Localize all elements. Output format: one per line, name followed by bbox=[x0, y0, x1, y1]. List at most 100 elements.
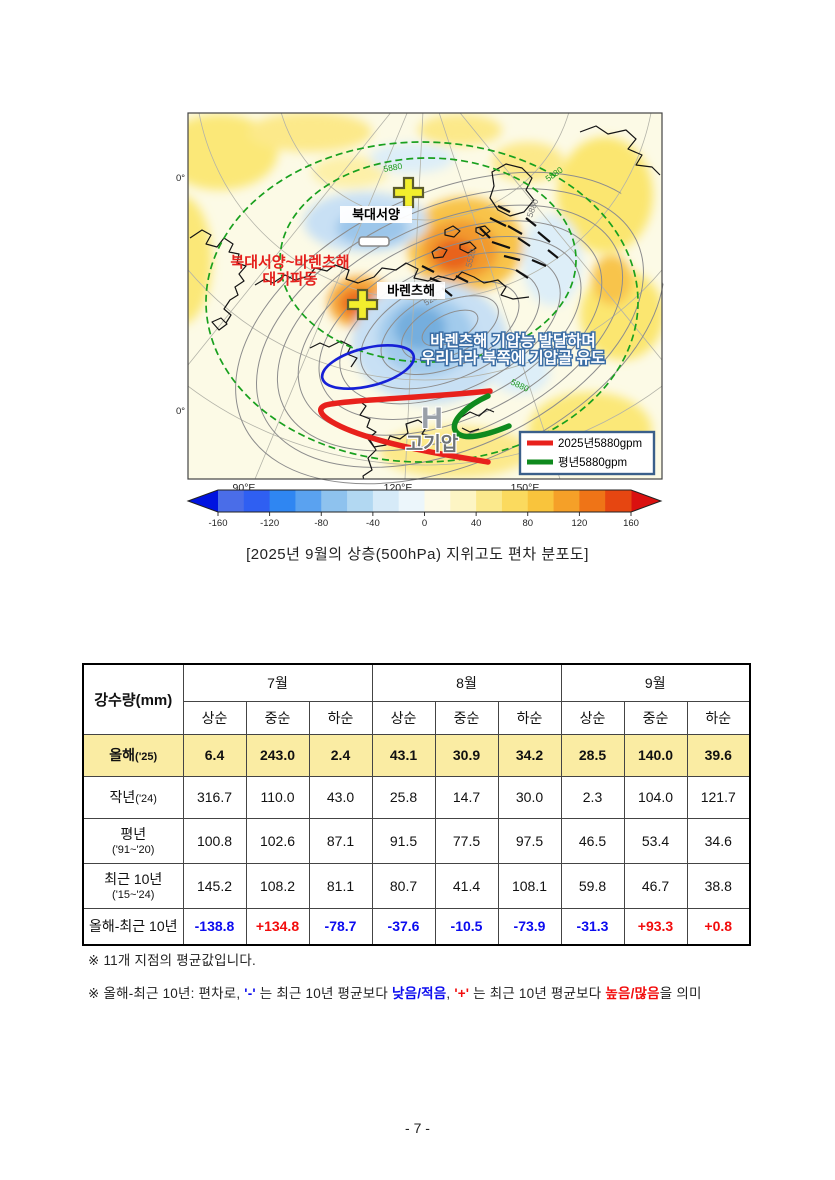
svg-text:북대서양~바렌츠해: 북대서양~바렌츠해 bbox=[230, 253, 349, 271]
footnote-line: ※ 11개 지점의 평균값입니다. bbox=[88, 949, 788, 969]
svg-text:0°: 0° bbox=[176, 406, 185, 417]
table-cell: 87.1 bbox=[308, 817, 373, 864]
table-cell: 243.0 bbox=[245, 733, 310, 777]
footnotes: ※ 11개 지점의 평균값입니다. ※ 올해-최근 10년: 편차로, '-' 는… bbox=[88, 949, 788, 1015]
period-header: 상순 bbox=[182, 700, 247, 735]
map-border bbox=[187, 112, 663, 480]
colorbar-segment bbox=[527, 490, 555, 512]
period-header: 하순 bbox=[308, 700, 373, 735]
table-cell: 34.2 bbox=[497, 733, 562, 777]
table-cell: 108.1 bbox=[497, 862, 562, 909]
table-cell: 46.7 bbox=[623, 862, 688, 909]
table-cell: 80.7 bbox=[371, 862, 436, 909]
table-cell: 104.0 bbox=[623, 775, 688, 819]
svg-text:대기파동: 대기파동 bbox=[262, 271, 317, 288]
table-cell: 97.5 bbox=[497, 817, 562, 864]
table-cell: 121.7 bbox=[686, 775, 751, 819]
north-atlantic-label: 북대서양 bbox=[352, 207, 400, 222]
table-cell: 43.0 bbox=[308, 775, 373, 819]
table-cell: 110.0 bbox=[245, 775, 310, 819]
barents-sea-label: 바렌츠해 bbox=[387, 283, 435, 298]
minus-anomaly-icon bbox=[358, 236, 390, 247]
table-cell: 100.8 bbox=[182, 817, 247, 864]
table-cell: +93.3 bbox=[623, 907, 688, 946]
table-cell: 30.0 bbox=[497, 775, 562, 819]
plus-anomaly-icon bbox=[346, 288, 379, 321]
period-header: 하순 bbox=[497, 700, 562, 735]
colorbar-tick-label: -40 bbox=[366, 518, 380, 529]
table-row: 평년 ('91~'20) 100.8 102.6 87.1 91.5 77.5 97.5 46.… bbox=[82, 817, 751, 864]
period-header: 중순 bbox=[434, 700, 499, 735]
footnote-segment: 을 의미 bbox=[659, 986, 702, 1001]
colorbar-segment bbox=[501, 490, 529, 512]
high-pressure-label: 고기압 bbox=[406, 433, 459, 455]
anomaly-map-svg: 5880 5880 5880 5520 5280 5880 북대서양 바렌츠해 … bbox=[176, 112, 665, 529]
colorbar-segment bbox=[553, 490, 580, 512]
colorbar-segment bbox=[579, 490, 606, 512]
colorbar-tick-label: 120 bbox=[571, 518, 587, 529]
table-cell: -78.7 bbox=[308, 907, 373, 946]
period-header: 중순 bbox=[245, 700, 310, 735]
colorbar-segment bbox=[269, 490, 296, 512]
colorbar-segment bbox=[476, 490, 503, 512]
table-cell: 59.8 bbox=[560, 862, 625, 909]
month-header: 9월 bbox=[560, 663, 751, 702]
dashed-5880-contours bbox=[205, 141, 639, 463]
coastlines bbox=[189, 125, 661, 479]
colorbar-tick-label: 0 bbox=[422, 518, 427, 529]
colorbar-segment bbox=[398, 490, 425, 512]
wave-annotation: 북대서양~바렌츠해 대기파동 bbox=[230, 253, 349, 288]
legend-label-normal: 평년5880gpm bbox=[558, 456, 627, 469]
table-cell: 316.7 bbox=[182, 775, 247, 819]
line-normal-5880 bbox=[451, 393, 512, 440]
footnote-segment: 는 최근 10년 평균보다 bbox=[255, 986, 392, 1001]
table-cell: 46.5 bbox=[560, 817, 625, 864]
colorbar-right-arrow bbox=[631, 490, 661, 512]
table-row: 최근 10년 ('15~'24) 145.2 108.2 81.1 80.7 41.4 108… bbox=[82, 862, 751, 909]
ridge-annotation: 바렌츠해 기압능 발달하며 우리나라 북쪽에 기압골 유도 bbox=[419, 330, 606, 369]
island-texture bbox=[421, 205, 559, 297]
footnote-segment: 는 최근 10년 평균보다 bbox=[469, 986, 606, 1001]
colorbar-tick-label: -120 bbox=[260, 518, 279, 529]
svg-text:바렌츠해 기압능 발달하며: 바렌츠해 기압능 발달하며 bbox=[430, 331, 595, 350]
colorbar-segment bbox=[424, 490, 451, 512]
table-cell: 41.4 bbox=[434, 862, 499, 909]
colorbar-segment bbox=[372, 490, 400, 512]
colorbar-segment bbox=[321, 490, 348, 512]
footnote-segment: 높음/많음 bbox=[605, 986, 660, 1001]
table-row: 올해-최근 10년 -138.8 +134.8 -78.7 -37.6 -10.5 -73.… bbox=[82, 907, 751, 946]
table-cell: +0.8 bbox=[686, 907, 751, 946]
svg-text:우리나라 북쪽에 기압골 유도: 우리나라 북쪽에 기압골 유도 bbox=[421, 349, 605, 367]
colorbar-left-arrow bbox=[188, 490, 218, 512]
table-cell: 108.2 bbox=[245, 862, 310, 909]
period-header: 상순 bbox=[560, 700, 625, 735]
month-header: 8월 bbox=[371, 663, 562, 702]
figure-caption: [2025년 9월의 상층(500hPa) 지위고도 편차 분포도] bbox=[246, 546, 589, 563]
table-cell: 14.7 bbox=[434, 775, 499, 819]
precipitation-table: 강수량(mm) 7월 8월 9월 상순 중순 하순 상순 중순 하순 상순 중순 하순 올해('25… bbox=[82, 663, 751, 946]
colorbar-segment bbox=[347, 490, 374, 512]
row-label: 최근 10년 ('15~'24) bbox=[82, 862, 184, 909]
row-label: 올해('25) bbox=[82, 733, 184, 777]
table-cell: 6.4 bbox=[182, 733, 247, 777]
colorbar-segment bbox=[605, 490, 632, 512]
footnote-segment: '+' bbox=[454, 986, 470, 1001]
table-cell: -138.8 bbox=[182, 907, 247, 946]
table-cell: 2.4 bbox=[308, 733, 373, 777]
period-header: 하순 bbox=[686, 700, 751, 735]
trough-ellipse bbox=[320, 344, 416, 390]
footnote-line: ※ 올해-최근 10년: 편차로, '-' 는 최근 10년 평균보다 낮음/적… bbox=[88, 982, 788, 1002]
colorbar-segment bbox=[218, 490, 245, 512]
colorbar-segment bbox=[450, 490, 477, 512]
table-cell: 145.2 bbox=[182, 862, 247, 909]
table-cell: 77.5 bbox=[434, 817, 499, 864]
colorbar: -160 -120 -80 -40 0 40 80 120 160 bbox=[186, 489, 663, 529]
colorbar-tick-label: -160 bbox=[208, 518, 227, 529]
row-label: 작년('24) bbox=[82, 775, 184, 819]
table-cell: 2.3 bbox=[560, 775, 625, 819]
table-cell: 43.1 bbox=[371, 733, 436, 777]
table-cell: 102.6 bbox=[245, 817, 310, 864]
table-cell: -73.9 bbox=[497, 907, 562, 946]
svg-text:5520: 5520 bbox=[463, 247, 478, 268]
